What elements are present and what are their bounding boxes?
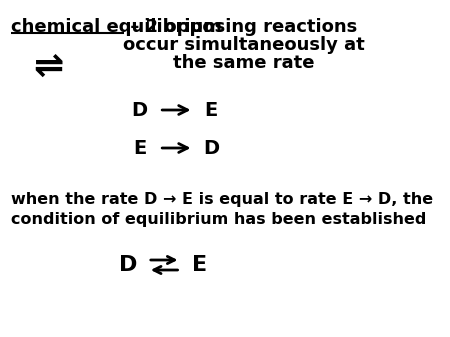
Text: – 2 opposing reactions: – 2 opposing reactions: [124, 18, 358, 36]
Text: D: D: [203, 139, 220, 157]
Text: E: E: [193, 255, 207, 275]
Text: occur simultaneously at: occur simultaneously at: [123, 36, 364, 54]
Text: the same rate: the same rate: [173, 54, 315, 72]
Text: D: D: [132, 100, 148, 120]
Text: E: E: [205, 100, 218, 120]
Text: E: E: [133, 139, 146, 157]
Text: when the rate D → E is equal to rate E → D, the: when the rate D → E is equal to rate E →…: [11, 192, 433, 207]
Text: ⇌: ⇌: [34, 50, 64, 84]
Text: D: D: [119, 255, 138, 275]
Text: chemical equilibrium: chemical equilibrium: [11, 18, 222, 36]
Text: condition of equilibrium has been established: condition of equilibrium has been establ…: [11, 212, 427, 227]
